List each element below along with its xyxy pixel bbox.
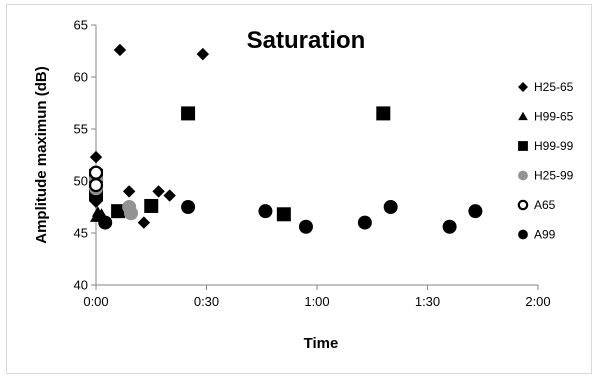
legend-item: H25-99 (518, 169, 574, 183)
legend-marker-diamond (518, 82, 528, 92)
y-tick-label: 65 (74, 18, 88, 33)
data-point (258, 204, 273, 219)
legend-marker-circle (518, 229, 528, 240)
legend-label: A99 (534, 228, 556, 242)
data-point (163, 189, 176, 202)
series-A99 (98, 200, 483, 234)
x-tick-label: 1:00 (304, 294, 329, 309)
data-point (89, 150, 103, 164)
data-point (123, 206, 138, 221)
x-tick-label: 0:30 (194, 294, 219, 309)
chart-axes: 40 45 50 55 60 65 0:00 0:30 1:00 1:30 2:00 (74, 18, 551, 310)
legend-item: A65 (517, 198, 556, 212)
data-point (88, 178, 104, 193)
data-point (137, 216, 151, 229)
legend-item: H99-65 (518, 110, 574, 124)
y-tick-label: 55 (74, 122, 88, 137)
legend-label: H99-99 (534, 139, 574, 153)
legend-marker-open-circle (517, 199, 529, 211)
data-point (196, 47, 210, 61)
legend-item: H25-65 (518, 80, 574, 94)
chart-title: Saturation (247, 27, 366, 54)
data-point (468, 204, 483, 219)
y-tick-label: 50 (74, 174, 88, 189)
x-tick-label: 0:00 (83, 294, 108, 309)
data-point (152, 185, 165, 198)
data-point (98, 215, 113, 230)
data-point (357, 215, 372, 230)
y-axis-title: Amplitude maximun (dB) (33, 66, 50, 244)
data-point (181, 106, 196, 121)
x-tick-label: 1:30 (415, 294, 440, 309)
y-tick-label: 40 (74, 278, 88, 293)
chart-frame (6, 4, 592, 374)
legend-marker-square (518, 141, 528, 151)
data-point (113, 43, 127, 57)
data-point (181, 200, 196, 214)
y-tick-label: 60 (74, 70, 88, 85)
x-axis-title: Time (304, 335, 339, 352)
legend-label: A65 (534, 198, 556, 212)
legend-label: H99-65 (534, 110, 574, 124)
legend-label: H25-65 (534, 80, 574, 94)
x-tick-label: 2:00 (525, 294, 550, 309)
y-tick-label: 45 (74, 226, 88, 241)
data-point (111, 204, 126, 219)
legend-marker-circle (518, 170, 528, 181)
legend-item: A99 (518, 228, 556, 242)
legend-marker-triangle (518, 111, 528, 121)
chart-markers (88, 43, 483, 234)
data-point (144, 198, 159, 213)
chart-legend: H25-65 H99-65 H99-99 H25-99 A65 A99 (517, 80, 574, 242)
legend-item: H99-99 (518, 139, 574, 153)
data-point (298, 219, 313, 234)
legend-label: H25-99 (534, 169, 574, 183)
data-point (122, 185, 136, 198)
data-point (383, 200, 398, 214)
data-point (442, 219, 457, 234)
series-A65 (88, 165, 104, 193)
data-point (276, 207, 291, 222)
data-point (88, 165, 104, 180)
data-point (376, 106, 391, 121)
